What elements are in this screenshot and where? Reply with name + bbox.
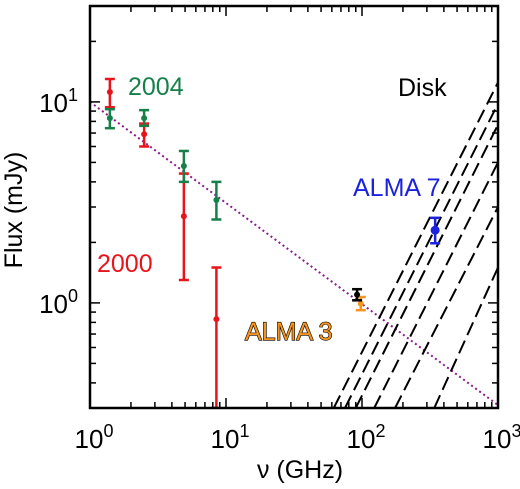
annotation-disk: Disk	[398, 74, 447, 102]
plot-frame	[88, 4, 500, 410]
disk-model-curve-1	[332, 81, 498, 408]
disk-model-curve-3	[354, 124, 498, 408]
x-tick-label: 102	[347, 421, 386, 454]
data-point-s0-p2	[180, 213, 187, 220]
data-point-s1-p0	[106, 115, 113, 122]
data-point-s0-p3	[213, 316, 220, 323]
x-tick-label: 103	[483, 421, 520, 454]
y-tick-label: 100	[39, 286, 78, 319]
y-axis-label: Flux (mJy)	[0, 152, 28, 269]
data-point-s0-p1	[141, 131, 148, 138]
annotation-2000: 2000	[97, 250, 153, 278]
data-point-s1-p1	[141, 115, 148, 122]
annotation-alma-7: ALMA 7	[353, 174, 441, 202]
data-point-s1-p3	[213, 197, 220, 204]
data-point-s2-p0	[357, 300, 364, 307]
y-tick-label: 101	[39, 85, 78, 118]
x-tick-label: 101	[211, 421, 250, 454]
disk-model-curve-2	[344, 103, 498, 408]
x-axis-label: ν (GHz)	[257, 456, 343, 484]
annotation-2004: 2004	[128, 73, 184, 101]
annotation-alma-3: ALMA 3	[245, 318, 333, 346]
data-point-s3-p0	[354, 291, 361, 298]
data-point-s4-p0	[430, 225, 440, 235]
disk-model-curve-5	[394, 206, 498, 408]
data-point-s0-p0	[106, 89, 113, 96]
disk-model-curve-6	[433, 267, 498, 408]
x-tick-label: 100	[75, 421, 114, 454]
data-point-s1-p2	[180, 162, 187, 169]
disk-model-curve-4	[373, 161, 498, 408]
